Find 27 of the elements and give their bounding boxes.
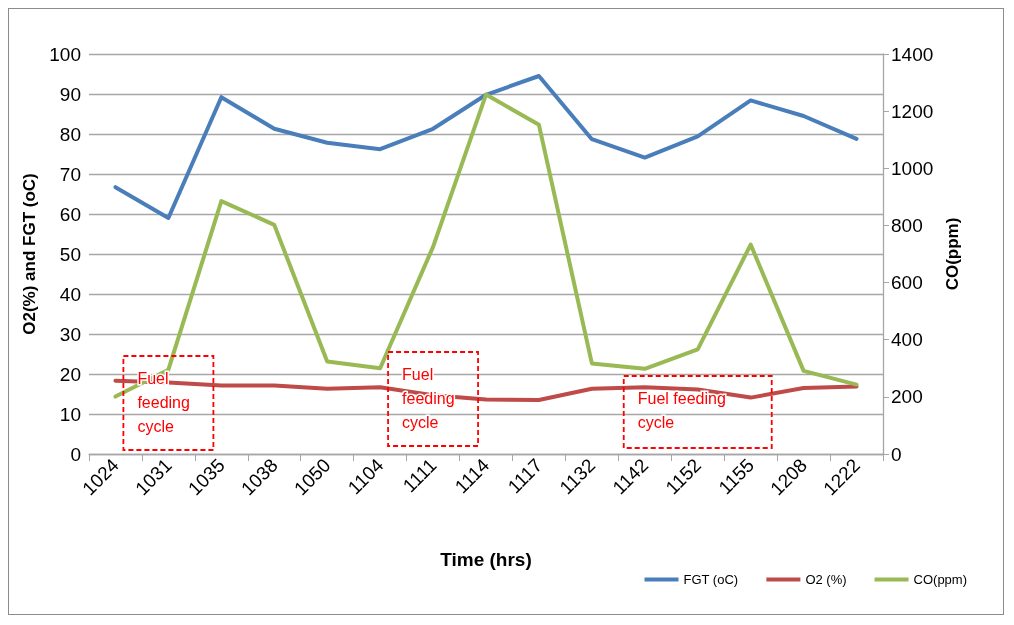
legend-label: CO(ppm) <box>913 572 968 587</box>
y2-tick-label: 1200 <box>891 100 934 122</box>
annotation: Fuel feeding cycle <box>637 389 731 431</box>
legend-label: O2 (%) <box>805 572 847 587</box>
y-tick-label: 10 <box>59 403 81 425</box>
y2-tick-label: 200 <box>891 386 923 408</box>
y-tick-label: 30 <box>59 323 81 345</box>
y2-axis-title: CO(ppm) <box>943 217 963 291</box>
y2-tick-label: 1000 <box>891 157 934 179</box>
y2-tick-label: 400 <box>891 329 923 351</box>
y-tick-label: 100 <box>49 43 81 65</box>
y2-tick-label: 600 <box>891 272 923 294</box>
y-tick-label: 70 <box>59 163 81 185</box>
y2-tick-label: 1400 <box>891 43 934 65</box>
y-tick-label: 0 <box>70 443 81 465</box>
y-axis-title: O2(%) and FGT (oC) <box>20 173 40 335</box>
y2-tick-label: 0 <box>891 443 902 465</box>
y-tick-label: 20 <box>59 363 81 385</box>
x-axis-title: Time (hrs) <box>440 549 532 570</box>
y2-tick-label: 800 <box>891 214 923 236</box>
y-tick-label: 40 <box>59 283 81 305</box>
line-series <box>113 74 859 220</box>
y-tick-label: 80 <box>59 123 81 145</box>
legend-label: FGT (oC) <box>683 572 739 587</box>
y-tick-label: 60 <box>59 203 81 225</box>
y-tick-label: 50 <box>59 243 81 265</box>
y-tick-label: 90 <box>59 83 81 105</box>
